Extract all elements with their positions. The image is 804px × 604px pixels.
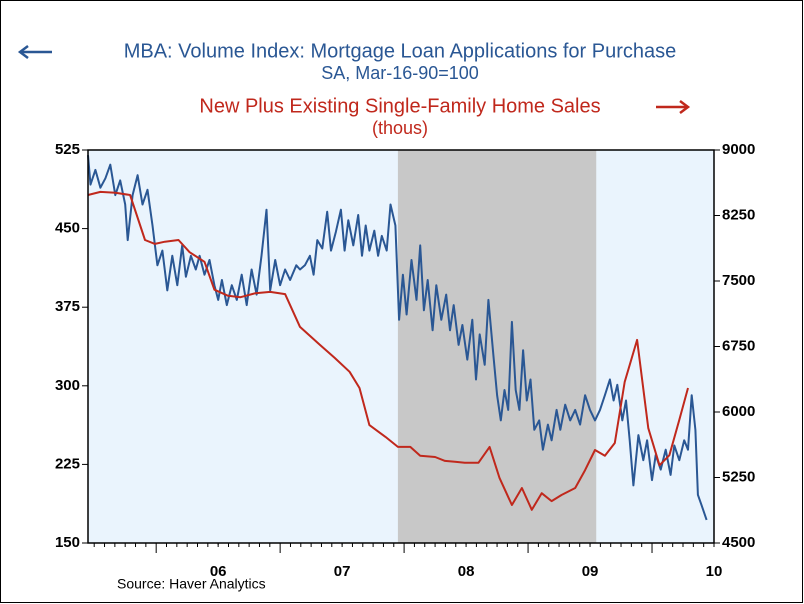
legend-entry: New Plus Existing Single-Family Home Sal…	[199, 95, 600, 117]
y2-tick-label: 4500	[722, 534, 755, 551]
plot-area	[87, 150, 714, 543]
subtitle: SA, Mar-16-90=100	[321, 63, 479, 83]
y-tick-label: 150	[55, 534, 80, 551]
x-tick-label: 06	[210, 563, 227, 580]
y2-tick-label: 9000	[722, 141, 755, 158]
legend-entry: MBA: Volume Index: Mortgage Loan Applica…	[124, 40, 677, 62]
y2-tick-label: 7500	[722, 272, 755, 289]
legend-arrow-head	[679, 100, 691, 114]
y2-tick-label: 8250	[722, 206, 755, 223]
y-tick-label: 225	[55, 455, 80, 472]
source: Source: Haver Analytics	[117, 576, 266, 592]
recession-shade	[397, 150, 597, 543]
series-line	[87, 155, 708, 521]
x-tick-label: 10	[706, 563, 723, 580]
y2-subtitle: (thous)	[372, 118, 428, 138]
y-tick-label: 450	[55, 220, 80, 237]
x-tick-label: 08	[458, 563, 475, 580]
y-tick-label: 300	[55, 377, 80, 394]
y2-tick-label: 5250	[722, 468, 755, 485]
y-tick-label: 525	[55, 141, 80, 158]
y2-tick-label: 6750	[722, 337, 755, 354]
legend-arrow-head	[17, 45, 29, 59]
x-tick-label: 09	[582, 563, 599, 580]
series-line	[87, 190, 689, 511]
y-tick-label: 375	[55, 298, 80, 315]
y2-tick-label: 6000	[722, 403, 755, 420]
x-tick-label: 07	[334, 563, 351, 580]
